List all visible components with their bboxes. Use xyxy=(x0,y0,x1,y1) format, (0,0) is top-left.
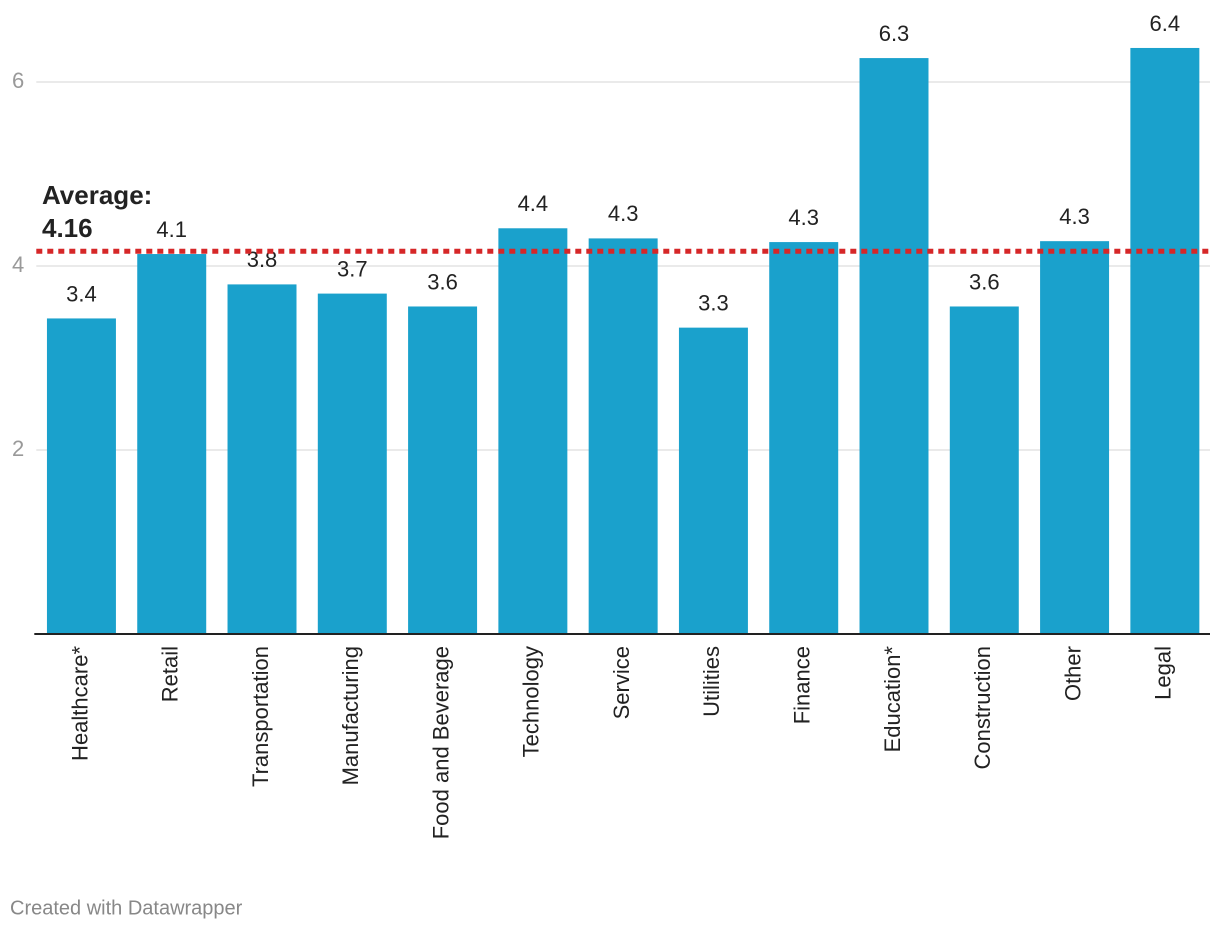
value-label: 3.7 xyxy=(337,256,368,281)
x-tick-label: Other xyxy=(1060,646,1085,701)
value-label: 3.6 xyxy=(969,269,1000,294)
average-value: 4.16 xyxy=(42,213,93,243)
bar xyxy=(408,306,478,634)
bar xyxy=(678,327,748,634)
bar xyxy=(859,58,929,634)
bar xyxy=(1040,241,1110,634)
value-label: 6.3 xyxy=(879,21,910,46)
value-label: 4.3 xyxy=(788,205,819,230)
value-label: 3.3 xyxy=(698,290,729,315)
x-tick-label: Service xyxy=(609,646,634,719)
value-label: 3.6 xyxy=(427,269,458,294)
average-label: Average: xyxy=(42,180,152,210)
x-tick-label: Construction xyxy=(970,646,995,770)
y-tick-label: 2 xyxy=(12,436,24,461)
bar xyxy=(498,228,568,634)
bar xyxy=(769,242,839,634)
x-tick-label: Finance xyxy=(790,646,815,724)
bar xyxy=(317,293,387,634)
bar xyxy=(137,254,207,635)
x-tick-label: Transportation xyxy=(248,646,273,787)
x-tick-label: Healthcare* xyxy=(67,646,92,761)
x-tick-label: Manufacturing xyxy=(338,646,363,785)
value-label: 4.4 xyxy=(518,191,549,216)
value-label: 3.4 xyxy=(66,281,97,306)
value-label: 4.3 xyxy=(608,201,639,226)
value-label: 4.3 xyxy=(1059,204,1090,229)
x-tick-label: Legal xyxy=(1151,646,1176,700)
x-tick-label: Utilities xyxy=(699,646,724,717)
bar xyxy=(949,306,1019,634)
y-tick-label: 6 xyxy=(12,68,24,93)
x-tick-label: Retail xyxy=(158,646,183,702)
value-label: 4.1 xyxy=(156,217,187,242)
value-label: 6.4 xyxy=(1150,11,1181,36)
y-tick-label: 4 xyxy=(12,252,24,277)
bar xyxy=(1130,47,1200,634)
x-tick-label: Education* xyxy=(880,646,905,753)
footer: Created with Datawrapper xyxy=(10,897,243,919)
x-tick-label: Food and Beverage xyxy=(428,646,453,839)
bar xyxy=(588,238,658,634)
bar xyxy=(46,318,116,634)
bar xyxy=(227,284,297,634)
x-tick-label: Technology xyxy=(519,646,544,757)
